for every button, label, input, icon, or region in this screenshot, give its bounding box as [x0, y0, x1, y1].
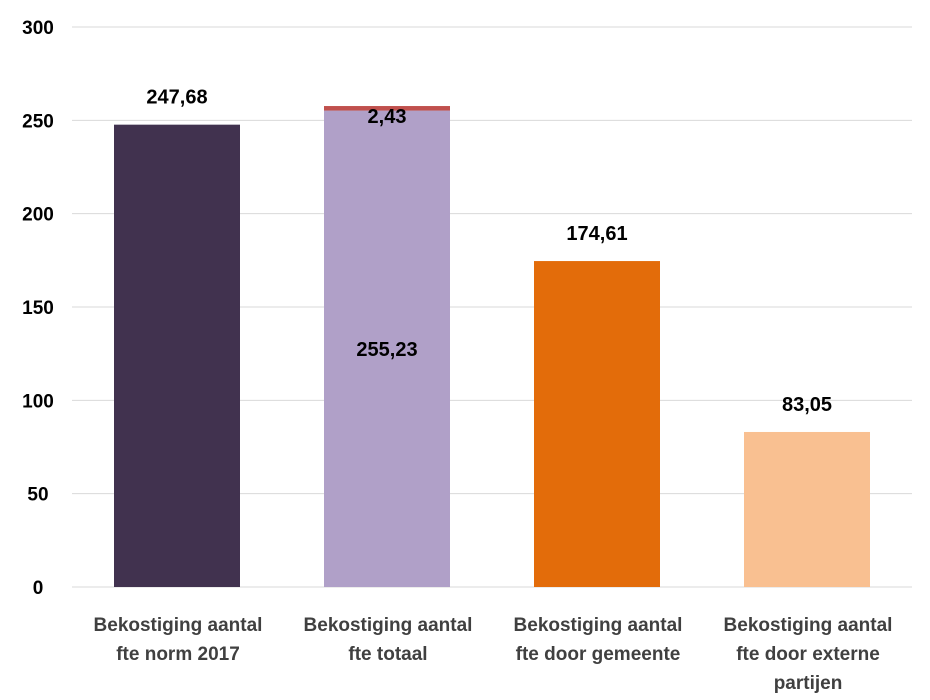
bar-segment [744, 431, 870, 587]
x-category-label: fte door gemeente [516, 644, 681, 665]
y-tick-label: 250 [22, 111, 54, 132]
data-label: 174,61 [566, 223, 627, 245]
bar-segment [324, 110, 450, 587]
x-category-label: partijen [774, 673, 843, 694]
y-tick-label: 150 [22, 298, 54, 319]
y-tick-label: 300 [22, 18, 54, 39]
x-category-label: fte door externe [736, 644, 880, 665]
data-label: 247,68 [146, 87, 207, 109]
y-axis: 0 50 100 150 200 250 300 [22, 18, 54, 599]
bar-segment [114, 124, 240, 587]
x-category-label: Bekostiging aantal [724, 615, 893, 636]
y-tick-label: 200 [22, 205, 54, 226]
y-tick-label: 100 [22, 391, 54, 412]
x-category-label: fte totaal [348, 644, 427, 665]
data-label: 2,43 [368, 106, 407, 128]
data-label: 83,05 [782, 394, 832, 416]
x-category-label: fte norm 2017 [116, 644, 240, 665]
y-tick-label: 0 [33, 578, 44, 599]
data-labels: 247,68 255,23 2,43 174,61 83,05 [146, 87, 832, 416]
x-category-label: Bekostiging aantal [514, 615, 683, 636]
bar-segment [534, 261, 660, 587]
x-category-label: Bekostiging aantal [94, 615, 263, 636]
bar-segment [324, 106, 450, 111]
y-tick-label: 50 [27, 485, 48, 506]
data-label: 255,23 [356, 339, 417, 361]
bars [114, 106, 870, 587]
x-axis: Bekostiging aantal fte norm 2017 Bekostigi… [94, 615, 893, 694]
x-category-label: Bekostiging aantal [304, 615, 473, 636]
